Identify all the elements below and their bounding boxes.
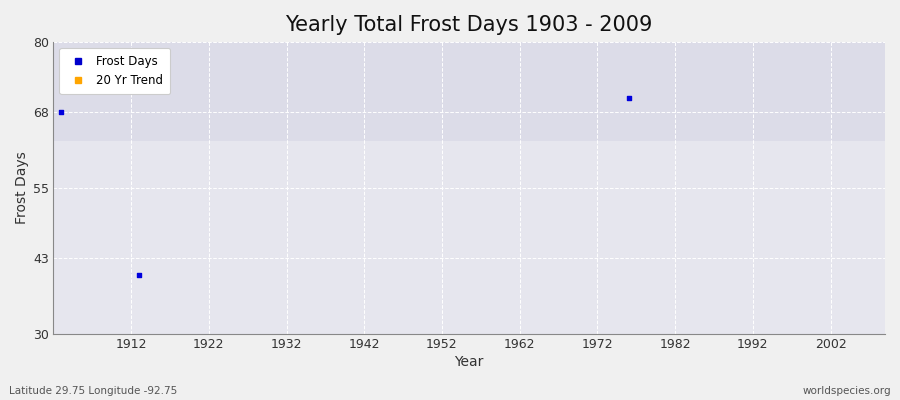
- Bar: [53, 42, 885, 141]
- Text: worldspecies.org: worldspecies.org: [803, 386, 891, 396]
- Point: [621, 94, 635, 101]
- Point: [131, 272, 146, 278]
- Title: Yearly Total Frost Days 1903 - 2009: Yearly Total Frost Days 1903 - 2009: [285, 15, 652, 35]
- Legend: Frost Days, 20 Yr Trend: Frost Days, 20 Yr Trend: [59, 48, 170, 94]
- Text: Latitude 29.75 Longitude -92.75: Latitude 29.75 Longitude -92.75: [9, 386, 177, 396]
- Y-axis label: Frost Days: Frost Days: [15, 152, 29, 224]
- Point: [54, 109, 68, 115]
- X-axis label: Year: Year: [454, 355, 484, 369]
